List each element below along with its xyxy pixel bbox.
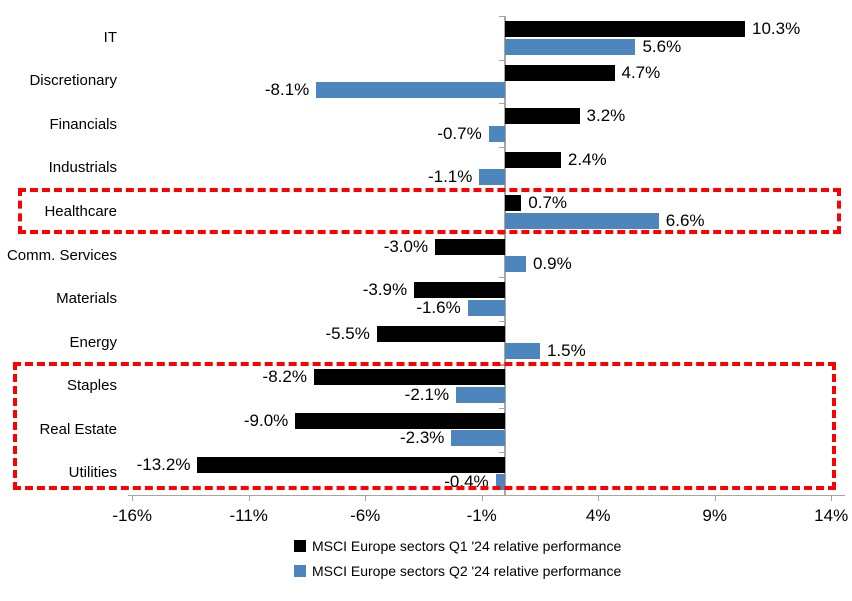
healthcare-highlight	[18, 187, 841, 234]
x-axis-tick	[248, 495, 250, 501]
value-q2-financials: -0.7%	[437, 123, 482, 143]
y-axis-tick	[499, 190, 505, 192]
category-label-real-estate: Real Estate	[39, 420, 117, 438]
value-q1-comm-services: -3.0%	[383, 236, 429, 256]
category-label-healthcare: Healthcare	[44, 202, 117, 220]
y-axis-tick	[499, 407, 505, 410]
bar-q2-utilities	[495, 474, 505, 490]
bar-q2-materials	[467, 299, 505, 316]
value-q2-comm-services: 0.9%	[532, 254, 572, 274]
value-q1-it: 10.3%	[751, 19, 801, 38]
value-q1-discretionary: 4.7%	[621, 62, 661, 82]
bar-q2-comm-services	[505, 256, 526, 273]
bar-q1-discretionary	[505, 64, 615, 81]
legend-label-q1: MSCI Europe sectors Q1 '24 relative perf…	[312, 537, 622, 554]
bar-q2-financials	[488, 125, 505, 142]
chart-legend: MSCI Europe sectors Q1 '24 relative perf…	[294, 533, 621, 583]
bar-q1-real-estate	[295, 412, 505, 429]
y-axis-tick	[499, 277, 505, 279]
legend-label-q2: MSCI Europe sectors Q2 '24 relative perf…	[312, 562, 622, 579]
x-tick-label: -1%	[466, 506, 497, 525]
value-q2-discretionary: -8.1%	[264, 80, 310, 100]
y-axis-line	[504, 16, 506, 495]
bar-q1-it	[505, 21, 745, 37]
bar-q2-healthcare	[505, 212, 659, 229]
bar-q2-staples	[456, 386, 505, 403]
value-q1-utilities: -13.2%	[136, 454, 191, 474]
x-axis-tick	[365, 495, 367, 501]
value-q2-utilities: -0.4%	[444, 472, 489, 491]
y-axis-tick	[499, 103, 505, 105]
legend-item-q2: MSCI Europe sectors Q2 '24 relative perf…	[294, 558, 621, 583]
value-q1-industrials: 2.4%	[567, 149, 607, 169]
y-axis-tick	[499, 364, 505, 366]
y-axis-tick	[499, 320, 505, 323]
x-axis-tick	[598, 495, 600, 501]
bar-q1-staples	[313, 369, 505, 386]
value-q1-healthcare: 0.7%	[528, 193, 568, 213]
bar-q1-financials	[505, 108, 580, 125]
y-axis-tick	[499, 146, 505, 148]
bar-q1-materials	[414, 282, 505, 299]
x-tick-label: -16%	[112, 506, 153, 525]
category-label-energy: Energy	[69, 333, 117, 351]
bar-q1-utilities	[197, 456, 505, 473]
bar-q2-industrials	[479, 169, 505, 186]
category-label-materials: Materials	[56, 290, 117, 308]
x-axis-tick	[831, 495, 833, 501]
x-tick-label: 4%	[585, 506, 611, 525]
bar-q2-energy	[505, 343, 540, 360]
category-label-it: IT	[103, 28, 117, 46]
bar-q1-energy	[376, 325, 505, 342]
value-q2-healthcare: 6.6%	[665, 210, 705, 230]
bar-q1-comm-services	[435, 238, 505, 255]
y-axis-tick	[499, 59, 505, 61]
x-tick-label: -11%	[229, 506, 268, 525]
legend-item-q1: MSCI Europe sectors Q1 '24 relative perf…	[294, 533, 621, 558]
value-q1-materials: -3.9%	[362, 280, 408, 300]
bar-q1-industrials	[505, 151, 561, 168]
value-q2-energy: 1.5%	[546, 341, 586, 361]
category-label-industrials: Industrials	[48, 159, 117, 177]
x-axis-tick	[132, 495, 134, 501]
legend-marker-q1	[294, 539, 306, 552]
value-q1-staples: -8.2%	[262, 367, 307, 387]
x-axis-line	[127, 495, 846, 497]
bar-q2-discretionary	[316, 82, 505, 99]
bar-q2-real-estate	[451, 430, 505, 447]
value-q2-staples: -2.1%	[404, 384, 450, 404]
bar-q2-it	[505, 38, 636, 55]
category-label-staples: Staples	[66, 377, 117, 395]
value-q2-it: 5.6%	[642, 36, 682, 56]
bar-q1-healthcare	[505, 195, 522, 212]
category-label-discretionary: Discretionary	[29, 72, 117, 90]
x-tick-label: 14%	[814, 506, 849, 525]
category-label-financials: Financials	[49, 115, 117, 133]
value-q2-real-estate: -2.3%	[400, 428, 445, 448]
value-q2-industrials: -1.1%	[427, 167, 473, 187]
value-q1-energy: -5.5%	[325, 323, 370, 343]
y-axis-tick	[499, 233, 505, 235]
value-q1-financials: 3.2%	[586, 106, 626, 126]
y-axis-tick	[499, 495, 505, 497]
value-q1-real-estate: -9.0%	[243, 410, 289, 430]
y-axis-tick	[499, 16, 505, 18]
x-axis-tick	[481, 495, 483, 501]
x-axis-tick	[714, 495, 716, 501]
value-q2-materials: -1.6%	[416, 297, 461, 317]
y-axis-tick	[499, 451, 505, 453]
category-label-comm-services: Comm. Services	[6, 246, 117, 264]
x-tick-label: -6%	[350, 506, 381, 525]
x-tick-label: 9%	[702, 506, 727, 525]
legend-marker-q2	[294, 564, 306, 577]
category-label-utilities: Utilities	[68, 464, 117, 482]
